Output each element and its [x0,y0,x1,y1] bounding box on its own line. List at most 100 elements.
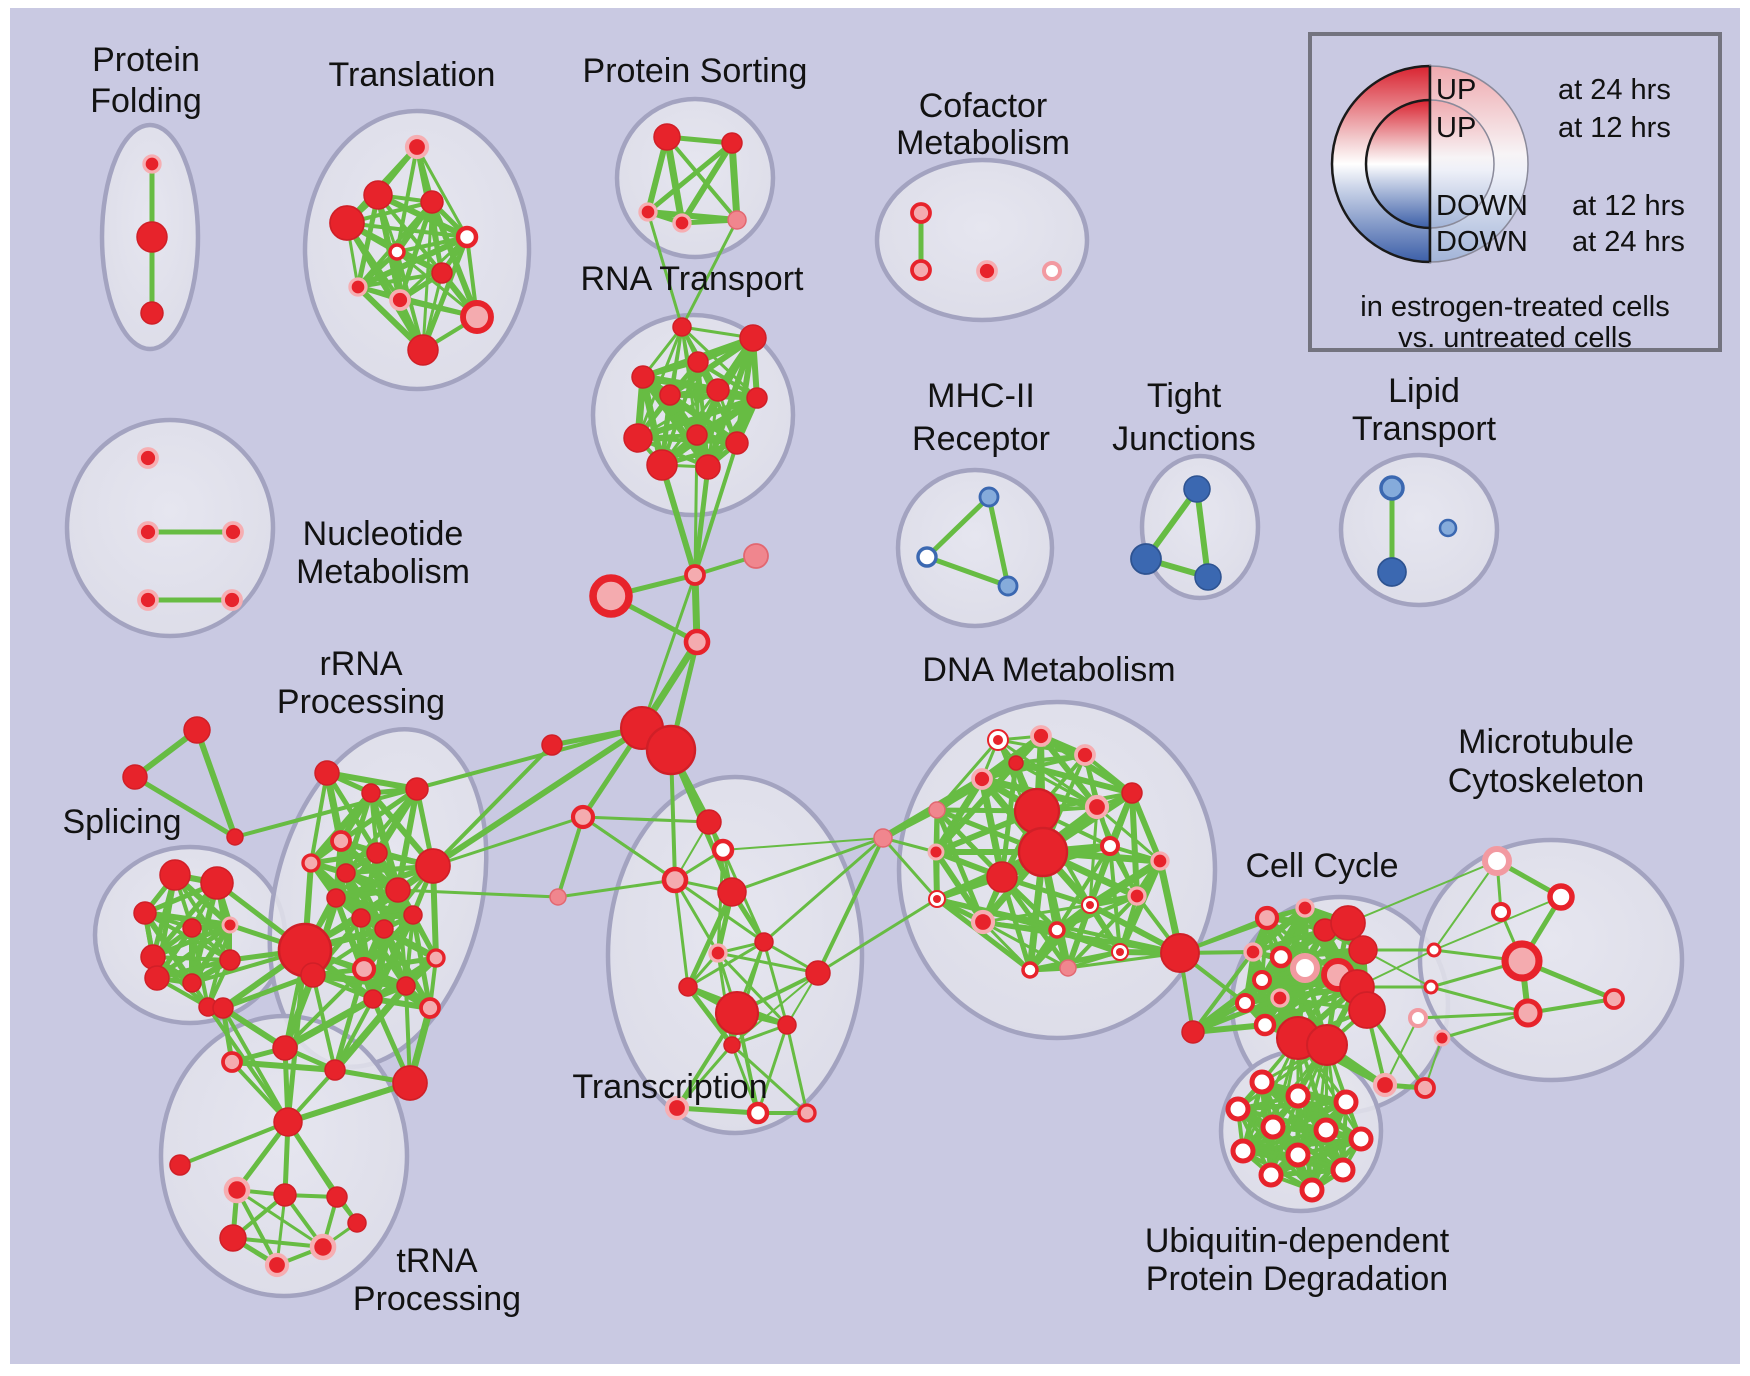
node [1270,988,1290,1008]
edge [986,494,1011,589]
edge [981,920,1070,970]
node [1254,905,1280,931]
node [420,190,444,214]
node [1547,883,1575,911]
edge [730,1043,760,1115]
edge [355,234,470,290]
node [140,301,164,325]
edge [673,878,766,944]
node [1230,1138,1256,1164]
node [221,1051,243,1073]
node [404,134,430,160]
node [330,830,352,852]
node-core [933,895,941,903]
edge [665,135,739,222]
cluster-lipid-transport-label: Lipid Transport [1352,372,1497,448]
node [182,973,202,993]
node [1013,787,1061,835]
node [1330,1157,1356,1183]
edge [429,199,480,320]
edge [924,554,1011,589]
node [684,564,706,586]
edge [640,573,697,730]
cluster-ubiquitin-label: Ubiquitin-dependent Protein Degradation [1145,1222,1450,1298]
node [221,916,239,934]
node [1269,945,1293,969]
node [389,289,411,311]
edge [324,770,420,792]
node [226,828,244,846]
node [403,905,423,925]
node [1603,988,1625,1010]
edge [646,210,684,329]
legend-inner-right-half [1429,99,1495,229]
node [695,454,721,480]
cluster-dna-metabolism-label: DNA Metabolism [922,651,1175,689]
node [1030,725,1052,747]
edge [728,139,741,224]
node [182,918,202,938]
edge [675,1043,734,1110]
edge [722,837,884,851]
edge [1416,1011,1530,1020]
node [326,888,346,908]
node [272,1035,298,1061]
edge [233,726,644,839]
node [971,768,993,790]
cluster-cofactor-metabolism-label: Cofactor Metabolism [896,87,1070,162]
edge [756,1023,789,1115]
edge [178,1120,290,1167]
node [672,213,692,233]
node [301,853,321,873]
node [664,1095,690,1121]
cluster-trna-processing-bubble [158,1013,410,1299]
node [309,1233,337,1261]
edge [1440,1011,1530,1040]
edge [1191,950,1255,1034]
node [388,243,406,261]
node [1225,1096,1251,1122]
node [405,777,429,801]
edge [1429,985,1530,1015]
node [714,990,760,1036]
edge [1014,761,1099,809]
edge [816,836,885,975]
node [1408,1008,1428,1028]
legend-updown-glyph [1330,64,1529,264]
node [743,543,769,569]
node [1260,1114,1286,1140]
node [1306,1024,1348,1066]
edge [415,145,469,239]
legend-row-down-24: DOWN at 24 hrs [1436,226,1685,259]
legend-row-up-12: UP at 12 hrs [1436,112,1671,145]
edge [659,462,698,578]
node [970,909,996,935]
edge [142,910,233,928]
node [324,1059,346,1081]
node [1243,942,1263,962]
edge [999,760,1019,880]
node [717,877,747,907]
edge [730,836,885,894]
node [1330,905,1366,941]
node [396,976,416,996]
edge [338,786,420,844]
node [723,1036,741,1054]
edge [1526,997,1616,1015]
cluster-microtubule-cytoskeleton-bubble [1417,837,1685,1083]
node [1379,475,1405,501]
node [927,843,945,861]
node [659,384,681,406]
node [221,589,243,611]
node [978,486,1000,508]
node [739,324,767,352]
edge [355,192,381,290]
node [1253,1013,1277,1037]
edge [395,250,479,319]
node [222,521,244,543]
edge [308,850,380,866]
node [928,801,946,819]
cluster-protein-sorting-label: Protein Sorting [583,52,808,90]
cluster-microtubule-cytoskeleton-label: Microtubule Cytoskeleton [1448,723,1645,800]
edge [396,888,560,899]
